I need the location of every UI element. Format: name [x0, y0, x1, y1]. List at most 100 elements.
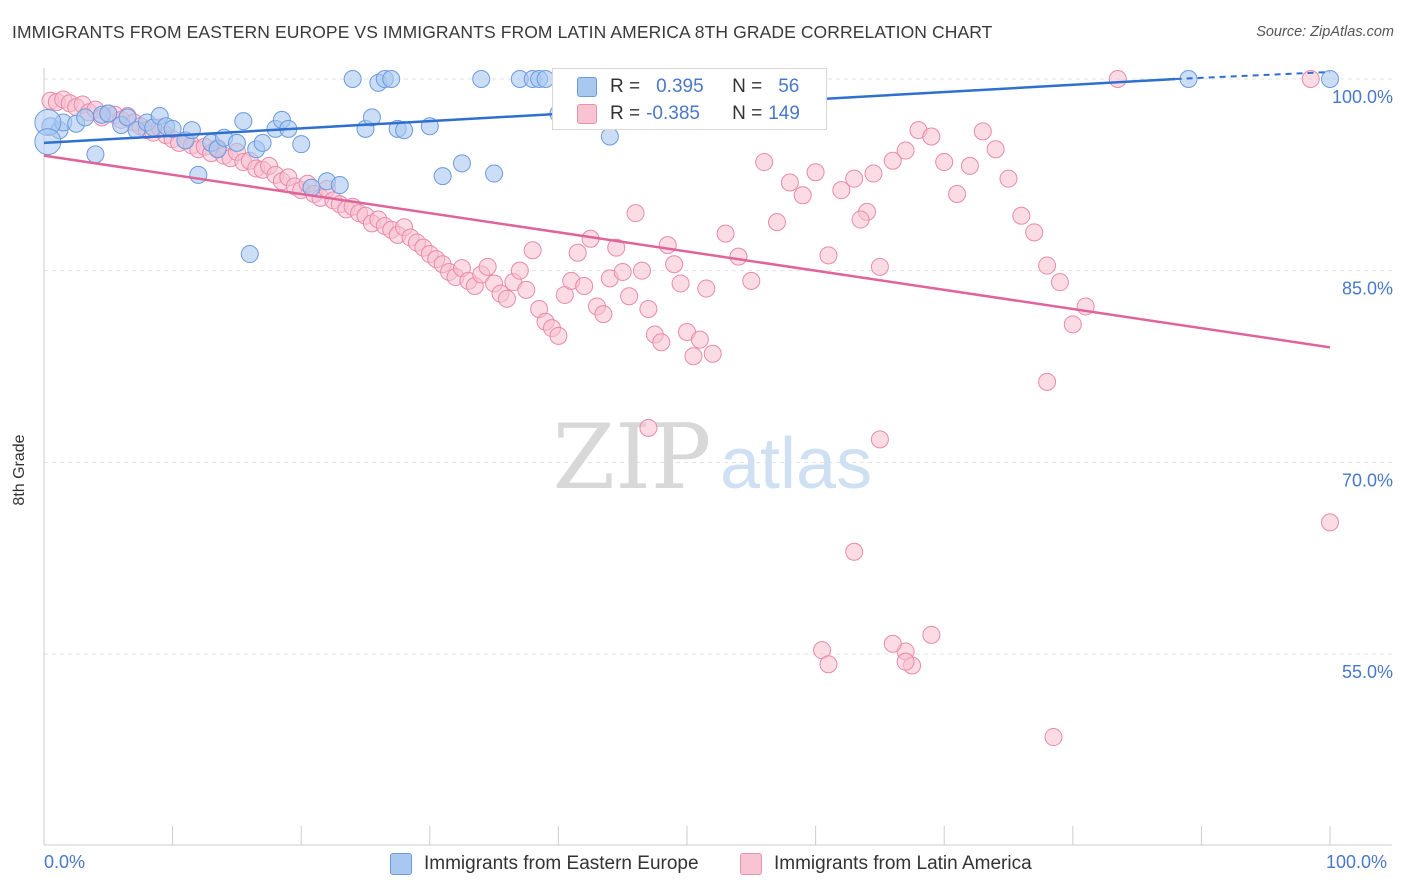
point-latin-america [517, 280, 536, 299]
point-latin-america [684, 347, 703, 366]
point-latin-america [607, 238, 626, 257]
point-latin-america [1012, 206, 1031, 225]
point-eastern-europe [362, 108, 381, 127]
y-tick-label: 100.0% [1332, 87, 1393, 107]
point-latin-america [742, 271, 761, 290]
point-eastern-europe [86, 145, 105, 164]
x-min-label: 0.0% [44, 852, 86, 872]
point-eastern-europe [330, 176, 349, 195]
point-latin-america [896, 141, 915, 160]
watermark-zip: ZIP [553, 405, 712, 510]
point-latin-america [549, 326, 568, 345]
point-latin-america [845, 169, 864, 188]
blue-swatch [390, 853, 412, 875]
point-latin-america [613, 262, 632, 281]
point-eastern-europe [600, 127, 619, 146]
point-latin-america [851, 210, 870, 229]
point-latin-america [922, 127, 941, 146]
legend-item-eastern-europe[interactable]: Immigrants from Eastern Europe [390, 850, 699, 878]
legend-item-latin-america[interactable]: Immigrants from Latin America [740, 850, 1032, 878]
source-label: Source: ZipAtlas.com [1256, 24, 1394, 40]
point-latin-america [639, 300, 658, 318]
y-tick-label: 85.0% [1342, 279, 1393, 299]
point-eastern-europe [343, 70, 362, 88]
point-eastern-europe [382, 70, 401, 88]
point-eastern-europe [253, 133, 272, 152]
point-latin-america [497, 289, 516, 308]
point-latin-america [768, 213, 787, 232]
point-eastern-europe [99, 104, 118, 123]
n-label: N = [732, 103, 763, 124]
point-latin-america [652, 333, 671, 352]
watermark: ZIP atlas [553, 405, 872, 510]
y-tick-label: 70.0% [1342, 470, 1393, 490]
point-latin-america [870, 430, 889, 449]
point-latin-america [716, 224, 735, 243]
trendline-eastern-europe-extension [1175, 70, 1331, 80]
point-latin-america [594, 305, 613, 324]
point-latin-america [1025, 223, 1044, 242]
y-tick-labels: 100.0% 85.0% 70.0% 55.0% [1332, 87, 1393, 682]
axes [43, 68, 1392, 846]
point-latin-america [999, 169, 1018, 188]
point-latin-america [632, 261, 651, 280]
point-latin-america [960, 156, 979, 175]
point-latin-america [639, 418, 658, 437]
chart-title: IMMIGRANTS FROM EASTERN EUROPE VS IMMIGR… [12, 22, 993, 42]
n-value: 56 [778, 76, 800, 97]
blue-swatch [577, 77, 597, 97]
n-label: N = [732, 76, 763, 97]
point-latin-america [671, 274, 690, 293]
point-eastern-europe [76, 108, 95, 127]
point-latin-america [935, 153, 954, 172]
point-latin-america [780, 173, 799, 192]
stats-legend: R = 0.395 N = 56 R = -0.385 N = 149 [552, 68, 827, 130]
point-latin-america [832, 181, 851, 200]
r-value: 0.395 [656, 76, 704, 97]
point-latin-america [523, 241, 542, 260]
point-latin-america [665, 255, 684, 274]
point-latin-america [575, 277, 594, 295]
point-latin-america [1063, 315, 1082, 334]
point-latin-america [819, 655, 838, 674]
point-latin-america [620, 287, 639, 306]
point-latin-america [1044, 728, 1063, 747]
pink-swatch [577, 104, 597, 124]
legend-label: Immigrants from Eastern Europe [424, 853, 699, 874]
point-latin-america [845, 542, 864, 561]
point-latin-america [922, 625, 941, 644]
x-max-label: 100.0% [1326, 852, 1388, 872]
point-latin-america [703, 344, 722, 363]
point-latin-america [986, 140, 1005, 159]
point-eastern-europe [452, 154, 471, 173]
series-eastern-europe [34, 70, 1339, 264]
stats-row-latin-america: R = -0.385 N = 149 [577, 102, 800, 126]
point-latin-america [658, 236, 677, 255]
y-tick-label: 55.0% [1342, 662, 1393, 682]
n-value: 149 [768, 103, 800, 124]
point-eastern-europe [227, 133, 246, 152]
point-latin-america [896, 652, 915, 671]
point-latin-america [1050, 273, 1069, 292]
point-latin-america [478, 257, 497, 276]
point-latin-america [755, 153, 774, 172]
series-latin-america [41, 70, 1339, 747]
r-label: R = [610, 76, 641, 97]
point-latin-america [729, 247, 748, 266]
point-latin-america [973, 122, 992, 141]
point-eastern-europe [240, 245, 259, 264]
point-latin-america [864, 164, 883, 183]
point-latin-america [1108, 70, 1127, 88]
point-eastern-europe [1321, 70, 1339, 88]
point-latin-america [870, 257, 889, 276]
point-latin-america [697, 279, 716, 298]
point-eastern-europe [292, 135, 311, 154]
point-eastern-europe [234, 112, 253, 131]
point-latin-america [568, 243, 587, 262]
trendline-latin-america [43, 154, 1331, 349]
point-eastern-europe [433, 167, 452, 186]
point-latin-america [883, 151, 902, 170]
point-eastern-europe [118, 108, 137, 127]
point-eastern-europe [395, 121, 414, 140]
